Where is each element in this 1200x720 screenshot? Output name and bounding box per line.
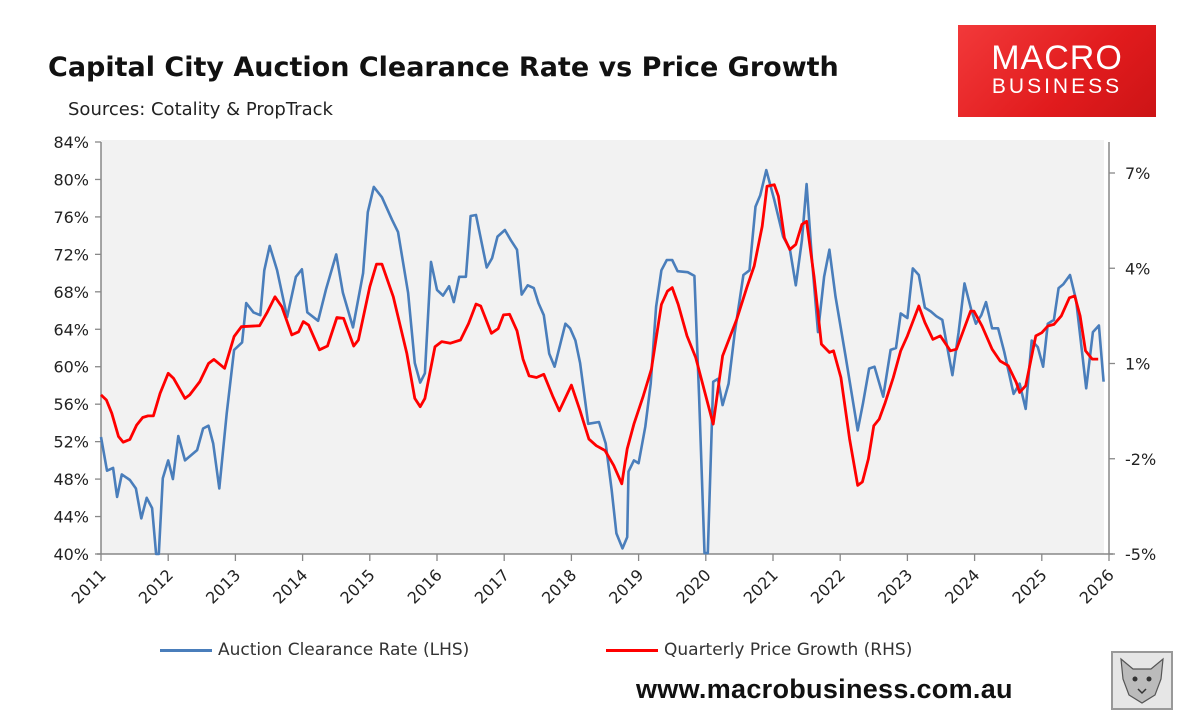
x-tick-label: 2022 — [807, 565, 849, 607]
macrobusiness-logo: MACRO BUSINESS — [958, 25, 1156, 117]
left-tick-label: 44% — [53, 508, 89, 527]
logo-line1: MACRO — [991, 39, 1123, 77]
x-tick-label: 2021 — [740, 565, 782, 607]
x-tick-label: 2023 — [874, 565, 916, 607]
right-tick-label: 1% — [1125, 355, 1150, 374]
x-tick-label: 2026 — [1076, 565, 1118, 607]
x-tick-label: 2015 — [336, 565, 378, 607]
left-tick-label: 52% — [53, 433, 89, 452]
left-tick-label: 84% — [53, 133, 89, 152]
website-url: www.macrobusiness.com.au — [636, 674, 1013, 704]
x-tick-label: 2020 — [672, 565, 714, 607]
left-tick-label: 76% — [53, 208, 89, 227]
legend-label: Quarterly Price Growth (RHS) — [664, 640, 913, 660]
plot-area — [101, 140, 1104, 554]
left-tick-label: 40% — [53, 545, 89, 564]
right-tick-label: 4% — [1125, 259, 1150, 278]
x-tick-label: 2012 — [135, 565, 177, 607]
logo-line2: BUSINESS — [991, 75, 1123, 98]
left-tick-label: 60% — [53, 358, 89, 377]
left-tick-label: 80% — [53, 170, 89, 189]
left-tick-label: 64% — [53, 320, 89, 339]
left-tick-label: 48% — [53, 470, 89, 489]
legend-item-clearance-rate: Auction Clearance Rate (LHS) — [160, 640, 469, 660]
x-tick-label: 2011 — [68, 565, 110, 607]
x-tick-label: 2013 — [202, 565, 244, 607]
legend-label: Auction Clearance Rate (LHS) — [218, 640, 470, 660]
right-tick-label: -2% — [1125, 450, 1156, 469]
legend-swatch-red — [606, 648, 658, 652]
x-tick-label: 2024 — [941, 565, 983, 607]
x-tick-label: 2018 — [538, 565, 580, 607]
legend-item-price-growth: Quarterly Price Growth (RHS) — [606, 640, 912, 660]
legend-swatch-blue — [160, 648, 212, 652]
x-tick-label: 2025 — [1008, 565, 1050, 607]
right-tick-label: -5% — [1125, 545, 1156, 564]
series-line-price-growth — [100, 183, 1099, 487]
wolf-logo-icon — [1111, 651, 1173, 710]
series-line-clearance-rate — [99, 168, 1105, 556]
chart-sources: Sources: Cotality & PropTrack — [68, 99, 333, 120]
x-tick-label: 2014 — [269, 565, 311, 607]
left-tick-label: 72% — [53, 245, 89, 264]
right-tick-label: 7% — [1125, 164, 1150, 183]
chart-title: Capital City Auction Clearance Rate vs P… — [48, 52, 839, 83]
x-tick-label: 2017 — [471, 565, 513, 607]
left-tick-label: 68% — [53, 283, 89, 302]
x-tick-label: 2019 — [605, 565, 647, 607]
x-tick-label: 2016 — [404, 565, 446, 607]
left-tick-label: 56% — [53, 395, 89, 414]
